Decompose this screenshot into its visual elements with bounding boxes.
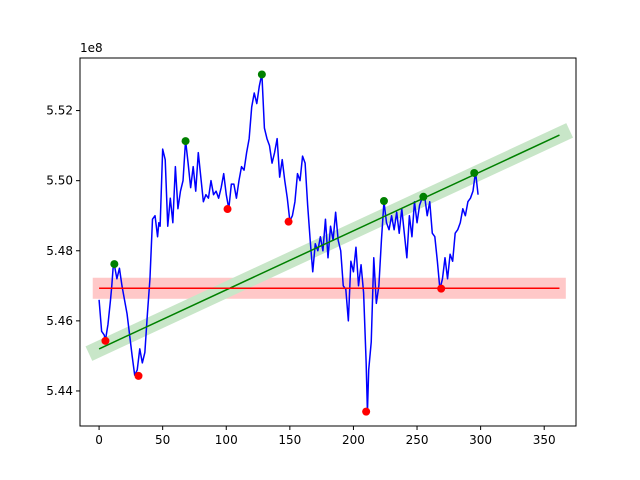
x-tick-label: 350: [533, 433, 556, 447]
high-point: [181, 137, 190, 146]
high-point: [110, 260, 119, 269]
x-tick-label: 250: [406, 433, 429, 447]
y-tick-label: 5.44: [46, 384, 73, 398]
low-point: [362, 407, 371, 416]
low-point: [284, 217, 293, 226]
low-point: [101, 336, 110, 345]
trend-line: [98, 134, 560, 350]
line-layer: [98, 73, 560, 413]
price-line: [98, 73, 479, 413]
low-point: [437, 284, 446, 293]
x-tick-label: 150: [278, 433, 301, 447]
x-tick-label: 200: [342, 433, 365, 447]
low-point: [223, 205, 232, 214]
low-point: [134, 371, 143, 380]
high-point: [419, 192, 428, 201]
x-tick-label: 0: [95, 433, 103, 447]
high-point: [257, 70, 266, 79]
y-tick-label: 5.52: [46, 104, 73, 118]
y-offset-label: 1e8: [80, 41, 103, 55]
high-point: [470, 168, 479, 177]
high-point: [379, 196, 388, 205]
plot-frame: [79, 57, 577, 427]
y-tick-label: 5.48: [46, 244, 73, 258]
x-axis: 0 50 100 150 200 250 300 350: [95, 426, 556, 447]
y-tick-label: 5.46: [46, 314, 73, 328]
y-tick-label: 5.50: [46, 174, 73, 188]
point-layer: [101, 70, 479, 416]
y-axis: 5.44 5.46 5.48 5.50 5.52: [46, 104, 80, 398]
x-tick-label: 50: [155, 433, 170, 447]
x-tick-label: 100: [215, 433, 238, 447]
x-tick-label: 300: [469, 433, 492, 447]
